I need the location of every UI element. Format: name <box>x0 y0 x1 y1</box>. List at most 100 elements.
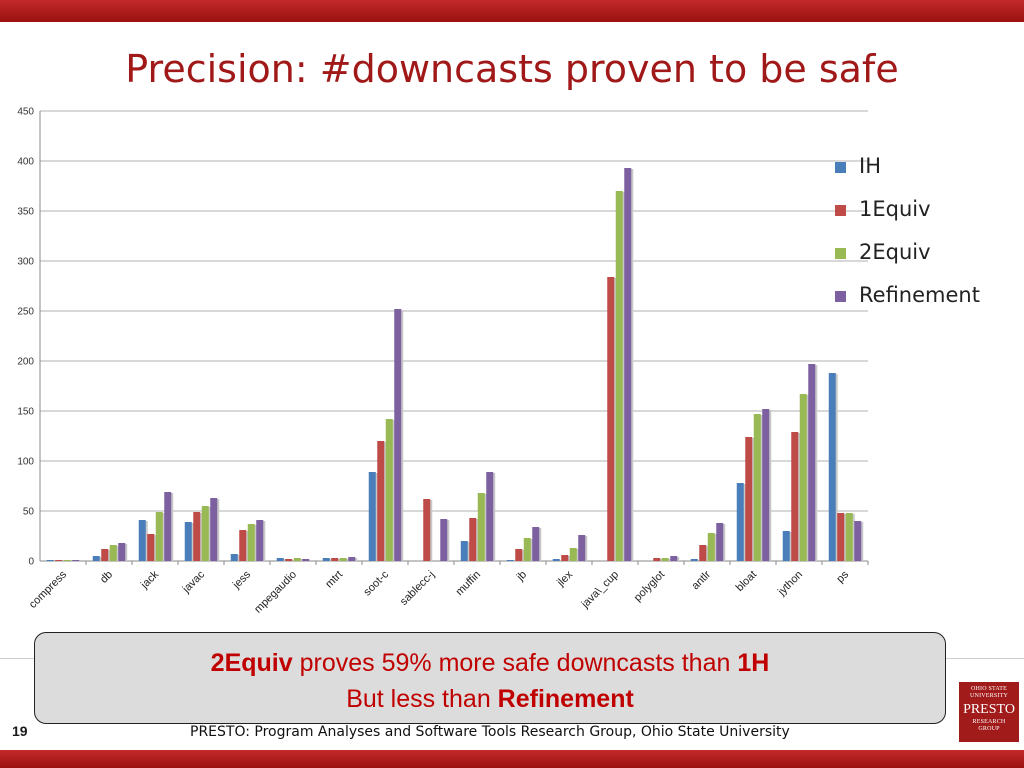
y-tick-label: 50 <box>23 507 35 518</box>
presto-logo: OHIO STATE UNIVERSITY PRESTO RESEARCH GR… <box>959 682 1019 742</box>
logo-line-3: RESEARCH <box>972 719 1006 725</box>
bar <box>854 521 862 561</box>
bar <box>348 557 356 561</box>
bar <box>552 559 560 561</box>
x-tick-label: mpegaudio <box>252 569 299 616</box>
bar <box>46 560 54 561</box>
bar <box>828 373 836 561</box>
bar <box>799 394 807 561</box>
x-tick-label: jython <box>775 569 805 599</box>
x-tick-label: ps <box>834 568 851 585</box>
bar <box>285 559 293 561</box>
x-tick-label: antlr <box>689 568 713 592</box>
bar <box>193 512 201 561</box>
x-tick-label: jlex <box>554 568 575 589</box>
bar <box>837 513 845 561</box>
legend-swatch <box>835 162 846 173</box>
bar <box>506 560 514 561</box>
callout-bold-1h: 1H <box>737 649 770 677</box>
bar <box>118 543 126 561</box>
x-tick-label: jack <box>138 568 161 591</box>
bar <box>716 523 724 561</box>
bar <box>782 531 790 561</box>
bar <box>201 506 209 561</box>
bar <box>477 493 485 561</box>
bar <box>331 558 339 561</box>
summary-callout: 2Equiv proves 59% more safe downcasts th… <box>34 632 946 724</box>
bar <box>302 559 310 561</box>
logo-line-4: GROUP <box>978 726 1000 732</box>
x-tick-label: muffin <box>454 569 484 599</box>
x-tick-label: polyglot <box>632 569 667 604</box>
y-tick-label: 0 <box>28 557 34 568</box>
bar <box>339 558 347 561</box>
x-tick-label: soot-c <box>361 568 391 598</box>
legend-label: IH <box>859 154 881 178</box>
callout-bold-refinement: Refinement <box>497 685 634 713</box>
bar <box>624 168 632 561</box>
bar <box>808 364 816 561</box>
logo-line-2: UNIVERSITY <box>970 693 1008 699</box>
bar <box>101 549 109 561</box>
x-tick-label: compress <box>27 568 70 611</box>
bar <box>653 558 661 561</box>
bar <box>745 437 753 561</box>
y-tick-label: 400 <box>17 157 34 168</box>
bar <box>394 309 402 561</box>
callout-text-prefix: But less than <box>346 685 498 713</box>
y-tick-label: 150 <box>17 407 34 418</box>
x-tick-label: sablecc-j <box>398 569 437 608</box>
bar <box>736 483 744 561</box>
logo-line-1: OHIO STATE <box>970 686 1008 692</box>
bar-chart: 0 50 100 150 200 250 300 350 400 450 compress db jac… <box>17 107 980 616</box>
footer-text: PRESTO: Program Analyses and Software To… <box>190 724 790 740</box>
bar <box>670 556 678 561</box>
bar <box>523 538 531 561</box>
bar <box>615 191 623 561</box>
bar <box>699 545 707 561</box>
callout-text-mid: proves 59% more safe downcasts than <box>292 649 738 677</box>
x-tick-label: bloat <box>734 569 759 594</box>
bar <box>147 534 155 561</box>
x-tick-label: java\_cup <box>579 569 621 611</box>
slide-number: 19 <box>12 723 28 739</box>
bar <box>486 472 494 561</box>
x-tick-label: jess <box>230 568 253 591</box>
bar <box>690 559 698 561</box>
bar <box>184 522 192 561</box>
callout-bold-2equiv: 2Equiv <box>210 649 293 677</box>
bar <box>63 560 71 561</box>
y-tick-label: 450 <box>17 107 34 118</box>
bar <box>532 527 540 561</box>
bar <box>661 558 669 561</box>
x-tick-label: db <box>98 569 115 586</box>
y-tick-label: 100 <box>17 457 34 468</box>
legend-label: 2Equiv <box>859 240 931 264</box>
x-tick-label: javac <box>180 568 208 596</box>
bar <box>460 541 468 561</box>
bar <box>707 533 715 561</box>
bar <box>368 472 376 561</box>
bar <box>791 432 799 561</box>
x-tick-label: mtrt <box>323 569 345 591</box>
bar <box>164 492 172 561</box>
bar <box>440 519 448 561</box>
bar <box>423 499 431 561</box>
logo-name: PRESTO <box>963 702 1015 717</box>
bar <box>109 545 117 561</box>
bar <box>569 548 577 561</box>
bar <box>247 524 255 561</box>
bar <box>92 556 100 561</box>
bar <box>72 560 80 561</box>
y-tick-label: 200 <box>17 357 34 368</box>
bottom-banner <box>0 750 1024 768</box>
x-tick-label: jb <box>514 569 529 584</box>
bar <box>578 535 586 561</box>
bar <box>377 441 385 561</box>
bar <box>515 549 523 561</box>
legend-label: Refinement <box>859 283 980 307</box>
legend-swatch <box>835 205 846 216</box>
bar <box>293 558 301 561</box>
bar <box>561 555 569 561</box>
bar <box>385 419 393 561</box>
